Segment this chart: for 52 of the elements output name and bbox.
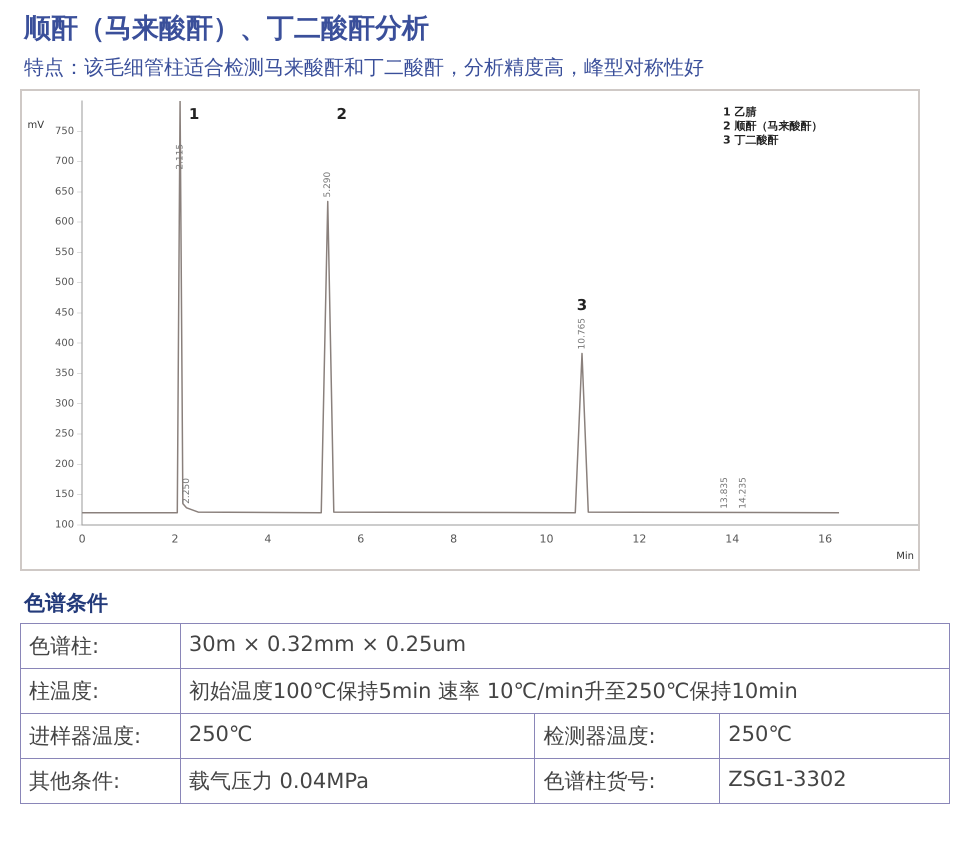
y-tick-label: 550 [54,246,74,258]
y-tick-label: 350 [54,368,74,380]
text: 柱温度: [21,669,181,713]
y-axis-title: mV [27,120,44,131]
annotation: 3 丁二酸酐 [723,133,778,146]
y-tick-label: 650 [54,186,74,198]
y-tick-label: 450 [54,307,74,318]
text: 250℃ [720,714,950,758]
annotation: 13.835 [720,477,730,509]
y-tick-label: 300 [54,398,74,410]
x-axis-title: Min [896,551,914,562]
text: 色谱条件 [22,590,109,617]
y-tick-label: 100 [54,519,74,530]
y-tick-label: 700 [54,156,74,168]
x-tick-label: 16 [818,532,832,546]
y-tick-label: 250 [54,428,74,440]
x-tick-label: 10 [539,532,554,546]
text: ZSG1-3302 [720,759,950,803]
chart-title: 顺酐（马来酸酐）、丁二酸酐分析 [22,12,430,46]
x-tick-label: 14 [725,532,740,546]
annotation: 2 [336,104,347,123]
y-tick-label: 600 [54,216,74,228]
x-tick-label: 0 [78,532,86,546]
y-tick-label: 150 [54,489,74,500]
annotation: 1 [188,104,200,123]
text: 色谱柱: [21,624,181,668]
x-tick-label: 4 [264,532,272,546]
x-tick-label: 8 [450,532,458,546]
annotation: 2 顺酐（马来酸酐） [723,119,822,132]
annotation: 5.290 [323,171,334,198]
y-tick-label: 200 [54,458,74,470]
chart-subtitle: 特点：该毛细管柱适合检测马来酸酐和丁二酸酐，分析精度高，峰型对称性好 [23,54,705,81]
x-tick-label: 2 [171,532,178,546]
annotation: 2.115 [175,144,186,170]
y-tick-label: 500 [54,277,74,288]
annotation: 14.235 [738,477,748,509]
text: 色谱柱货号: [535,759,720,803]
annotation: 10.765 [577,318,588,350]
text: 其他条件: [21,759,181,803]
text: 250℃ [180,714,536,758]
text: 30m × 0.32mm × 0.25um [180,624,950,668]
x-tick-label: 6 [357,532,364,546]
annotation: 2.250 [182,478,192,504]
y-tick-label: 750 [54,126,74,137]
annotation: 3 [576,296,588,314]
text: 检测器温度: [535,714,720,758]
text: 初始温度100℃保持5min 速率 10℃/min升至250℃保持10min [180,669,950,713]
x-tick-label: 12 [632,532,646,546]
annotation: 1 乙腈 [723,105,756,118]
text: 进样器温度: [21,714,181,758]
y-tick-label: 400 [54,338,74,349]
text: 载气压力 0.04MPa [180,759,536,803]
